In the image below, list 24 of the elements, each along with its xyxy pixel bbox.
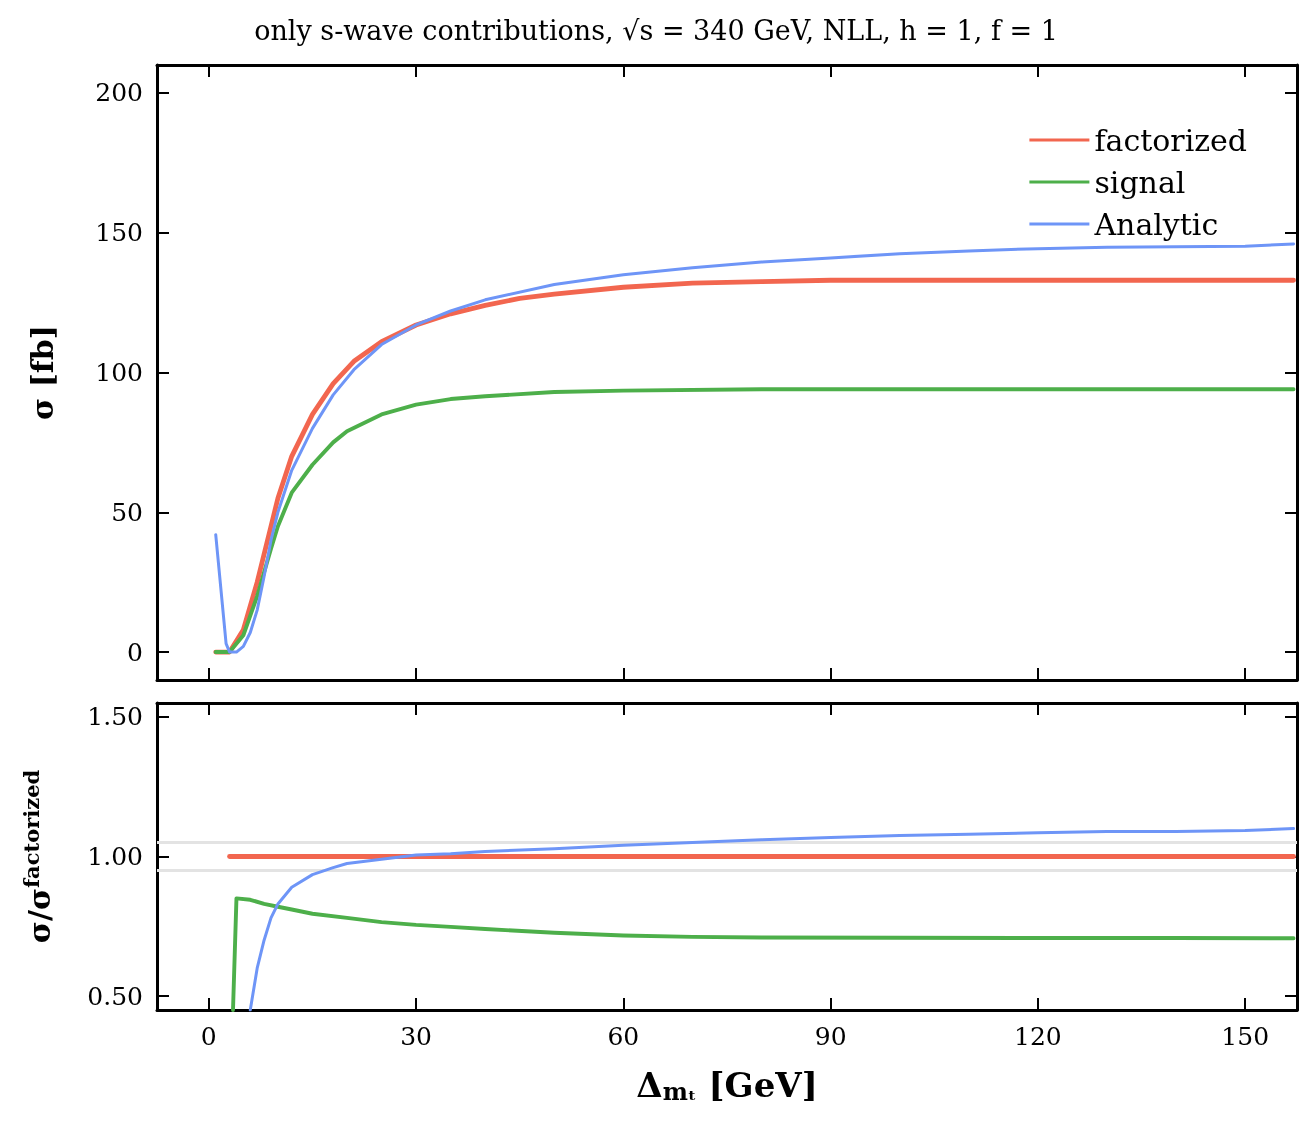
x-axis-title: Δmₜ [GeV]: [636, 1064, 818, 1106]
y-tick-label: 0.50: [87, 981, 143, 1011]
chart-title: only s-wave contributions, √s = 340 GeV, NLL, h = 1, f = 1: [254, 15, 1058, 46]
x-tick-label: 90: [814, 1022, 847, 1051]
y-axis-title: σ/σfactorized: [19, 769, 57, 944]
y-tick-label: 1.00: [87, 842, 143, 871]
line-series: [213, 387, 1296, 654]
y-axis-title: σ [fb]: [24, 325, 60, 420]
line-series: [248, 827, 1296, 1012]
y-tick-label: 100: [95, 358, 143, 387]
y-tick-label: 1.50: [87, 702, 143, 732]
legend-label: Analytic: [1093, 206, 1219, 242]
legend-label: signal: [1094, 164, 1186, 200]
y-tick-label: 0: [127, 637, 143, 667]
y-tick-label: 150: [95, 218, 143, 248]
x-tick-label: 60: [607, 1022, 640, 1051]
x-tick-label: 30: [400, 1022, 432, 1051]
line-series: [231, 896, 1296, 1012]
legend-label: factorized: [1094, 122, 1247, 158]
x-tick-label: 120: [1014, 1022, 1062, 1051]
y-tick-label: 50: [111, 497, 143, 527]
x-tick-label: 0: [200, 1022, 217, 1051]
y-tick-label: 200: [95, 78, 143, 108]
x-tick-label: 150: [1221, 1022, 1270, 1051]
